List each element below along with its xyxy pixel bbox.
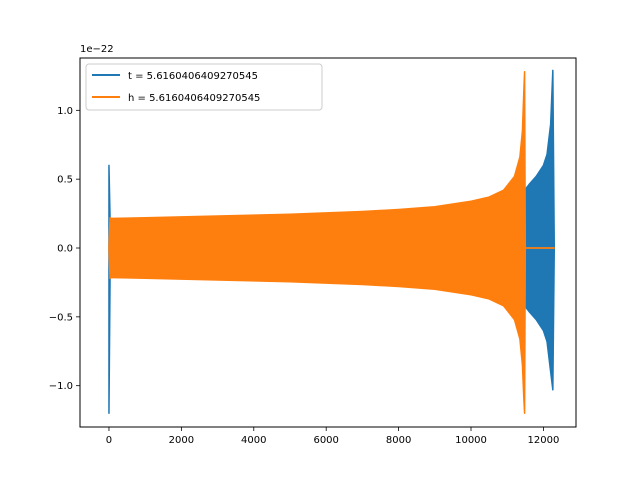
x-tick-label: 12000 bbox=[528, 435, 560, 446]
series-1-envelope bbox=[108, 71, 556, 414]
y-axis: −1.0 −0.5 0.0 0.5 1.0 bbox=[49, 106, 80, 392]
legend-label-t: t = 5.6160406409270545 bbox=[128, 71, 258, 82]
x-tick-label: 2000 bbox=[169, 435, 194, 446]
plot-frame bbox=[79, 57, 577, 428]
y-tick-label: −1.0 bbox=[49, 381, 73, 392]
legend-label-h: h = 5.6160406409270545 bbox=[128, 93, 260, 104]
x-tick-label: 4000 bbox=[241, 435, 266, 446]
y-tick-label: −0.5 bbox=[49, 312, 73, 323]
y-offset-label: 1e−22 bbox=[80, 44, 114, 55]
y-tick-label: 0.0 bbox=[57, 244, 73, 255]
legend: t = 5.6160406409270545 h = 5.61604064092… bbox=[85, 63, 323, 111]
x-tick-label: 0 bbox=[106, 435, 112, 446]
series-layer bbox=[108, 69, 556, 414]
x-tick-label: 10000 bbox=[455, 435, 487, 446]
legend-box bbox=[85, 63, 323, 111]
x-tick-label: 8000 bbox=[386, 435, 411, 446]
x-axis: 0 2000 4000 6000 8000 10000 12000 bbox=[106, 427, 560, 446]
y-tick-label: 0.5 bbox=[57, 175, 73, 186]
x-tick-label: 6000 bbox=[313, 435, 338, 446]
y-tick-label: 1.0 bbox=[57, 106, 73, 117]
